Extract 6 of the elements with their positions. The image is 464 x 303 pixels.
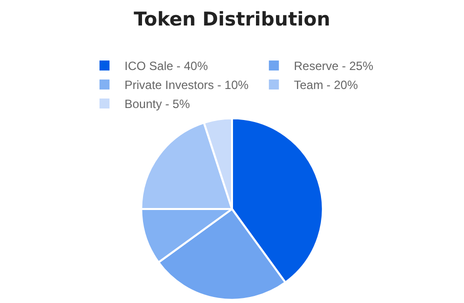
legend-label: Bounty - 5%: [124, 97, 190, 112]
legend-label: Private Investors - 10%: [124, 78, 249, 92]
legend-label: ICO Sale - 40%: [124, 59, 208, 74]
chart-title: Token Distribution: [134, 8, 330, 30]
legend-label: Team - 20%: [294, 78, 358, 92]
legend-label: Reserve - 25%: [294, 59, 374, 74]
